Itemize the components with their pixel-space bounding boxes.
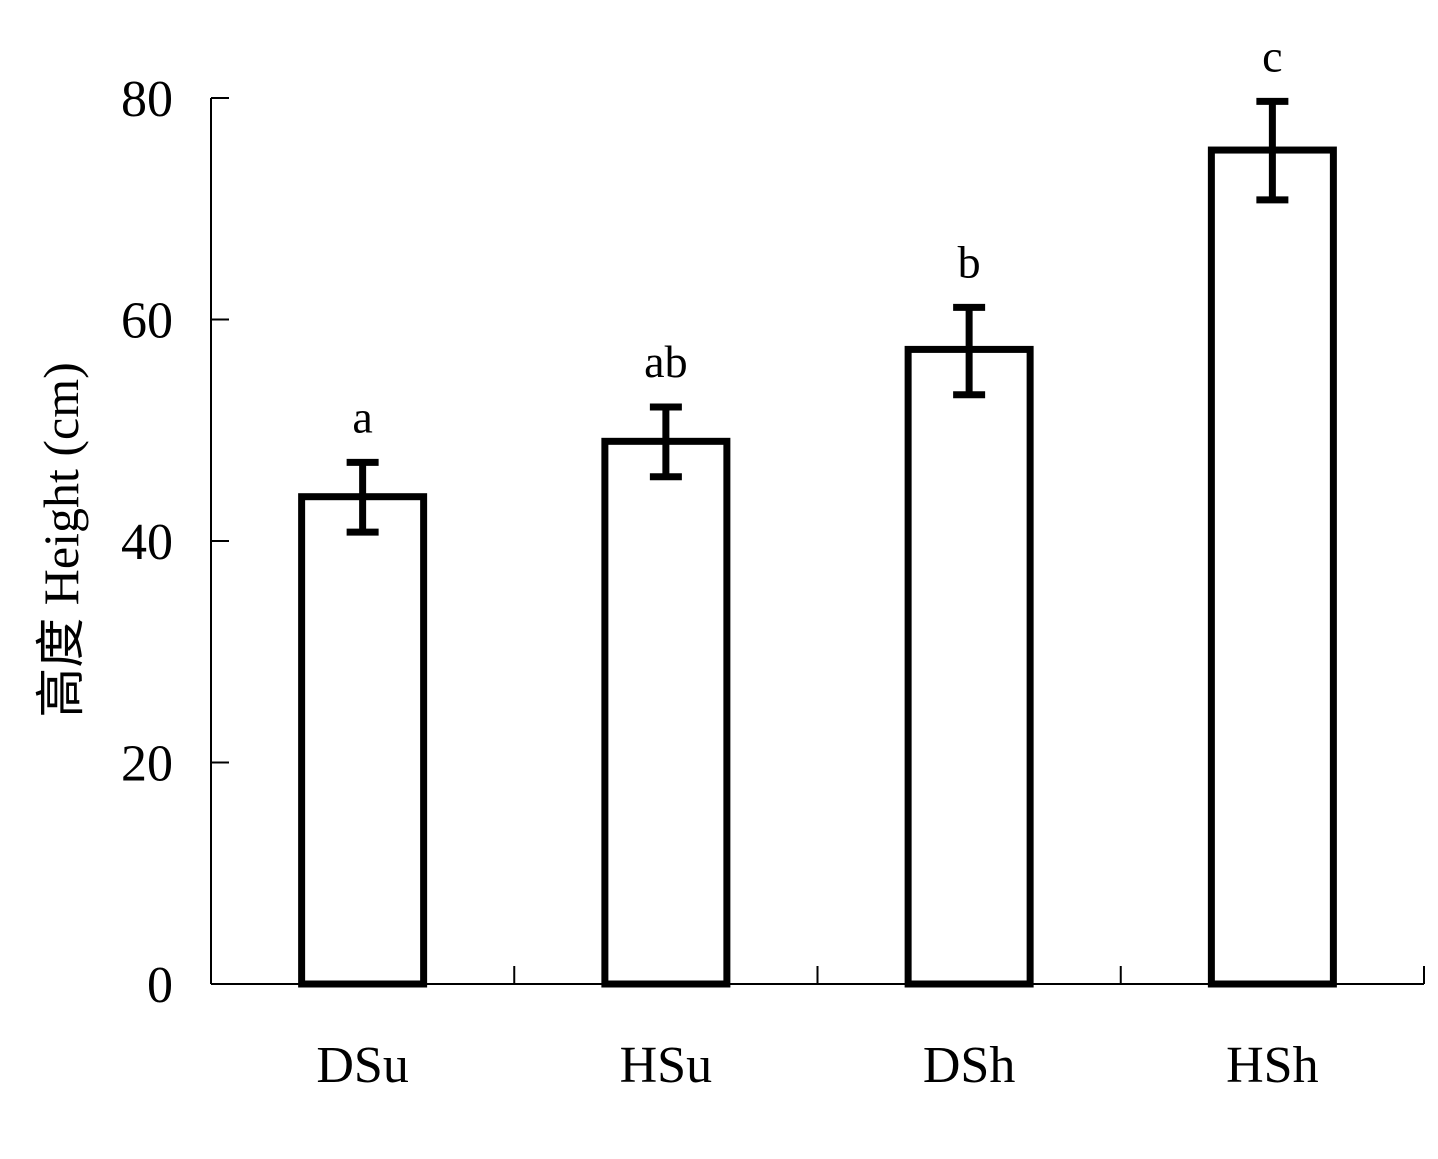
bars xyxy=(298,146,1337,988)
error-bar-hsu xyxy=(649,403,682,481)
significance-label-hsu: ab xyxy=(644,336,687,387)
significance-labels: a ab b c xyxy=(352,30,1282,442)
y-tick-label: 20 xyxy=(121,736,173,793)
error-bar-hsh xyxy=(1256,97,1289,204)
category-labels: DSu HSu DSh HSh xyxy=(316,1037,1318,1094)
significance-label-dsu: a xyxy=(352,391,372,442)
category-label-dsh: DSh xyxy=(923,1037,1015,1094)
y-tick-label: 0 xyxy=(147,957,173,1014)
y-tick-label: 80 xyxy=(121,71,173,128)
error-bars xyxy=(346,97,1289,536)
bar-dsh xyxy=(904,345,1034,988)
y-tick-label: 40 xyxy=(121,514,173,571)
bar-hsu xyxy=(601,437,731,988)
significance-label-dsh: b xyxy=(958,236,981,287)
category-label-hsh: HSh xyxy=(1226,1037,1318,1094)
category-label-hsu: HSu xyxy=(620,1037,712,1094)
bar-hsh xyxy=(1207,146,1337,988)
error-bar-dsu xyxy=(346,458,379,536)
x-axis-ticks xyxy=(513,966,1425,984)
y-axis-title: 高度 Height (cm) xyxy=(33,362,89,717)
category-label-dsu: DSu xyxy=(316,1037,408,1094)
error-bar-dsh xyxy=(953,303,986,399)
bar-dsu xyxy=(298,493,428,988)
y-tick-label: 60 xyxy=(121,293,173,350)
y-axis-ticks: 0 20 40 60 80 xyxy=(121,71,229,1014)
significance-label-hsh: c xyxy=(1262,30,1282,81)
